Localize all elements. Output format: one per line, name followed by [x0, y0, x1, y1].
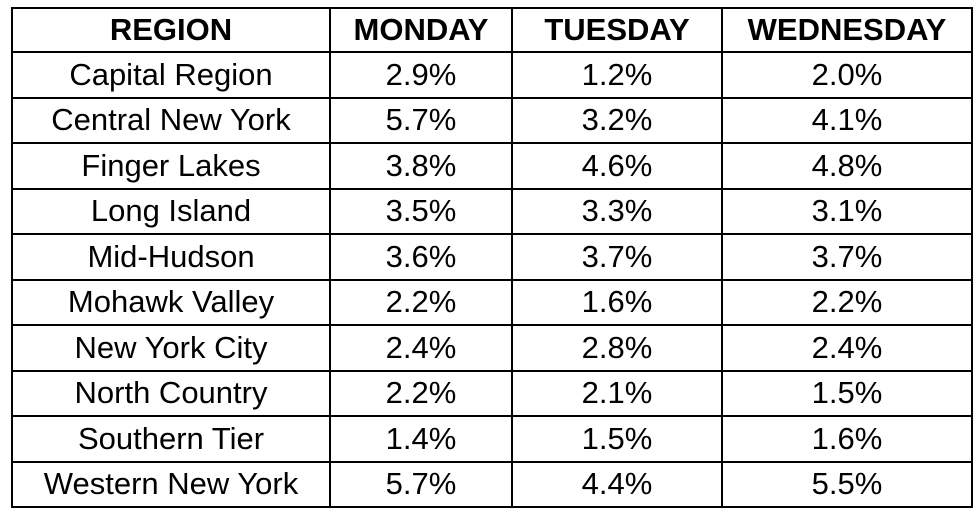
wednesday-cell: 3.1%: [721, 187, 973, 235]
monday-cell: 2.4%: [329, 324, 513, 372]
monday-cell: 3.5%: [329, 187, 513, 235]
table-row: North Country 2.2% 2.1% 1.5%: [11, 369, 973, 417]
monday-cell: 5.7%: [329, 460, 513, 508]
tuesday-cell: 3.3%: [511, 187, 723, 235]
monday-cell: 1.4%: [329, 415, 513, 463]
wednesday-cell: 5.5%: [721, 460, 973, 508]
region-cell: New York City: [11, 324, 331, 372]
monday-cell: 5.7%: [329, 96, 513, 144]
table-row: Mid-Hudson 3.6% 3.7% 3.7%: [11, 233, 973, 281]
table-row: Central New York 5.7% 3.2% 4.1%: [11, 96, 973, 144]
table-row: Finger Lakes 3.8% 4.6% 4.8%: [11, 142, 973, 190]
table-row: Western New York 5.7% 4.4% 5.5%: [11, 460, 973, 508]
tuesday-cell: 4.6%: [511, 142, 723, 190]
region-cell: Western New York: [11, 460, 331, 508]
table-row: Mohawk Valley 2.2% 1.6% 2.2%: [11, 278, 973, 326]
wednesday-cell: 2.2%: [721, 278, 973, 326]
region-percentage-table: REGION MONDAY TUESDAY WEDNESDAY Capital …: [11, 7, 973, 508]
wednesday-cell: 1.5%: [721, 369, 973, 417]
header-row: REGION MONDAY TUESDAY WEDNESDAY: [11, 7, 973, 53]
header-monday: MONDAY: [329, 7, 513, 53]
wednesday-cell: 4.8%: [721, 142, 973, 190]
tuesday-cell: 1.6%: [511, 278, 723, 326]
region-cell: Finger Lakes: [11, 142, 331, 190]
wednesday-cell: 2.0%: [721, 51, 973, 99]
region-cell: Central New York: [11, 96, 331, 144]
tuesday-cell: 1.5%: [511, 415, 723, 463]
region-cell: Long Island: [11, 187, 331, 235]
region-cell: Capital Region: [11, 51, 331, 99]
monday-cell: 3.6%: [329, 233, 513, 281]
region-cell: North Country: [11, 369, 331, 417]
region-cell: Mid-Hudson: [11, 233, 331, 281]
tuesday-cell: 2.1%: [511, 369, 723, 417]
monday-cell: 2.2%: [329, 278, 513, 326]
region-cell: Mohawk Valley: [11, 278, 331, 326]
tuesday-cell: 2.8%: [511, 324, 723, 372]
monday-cell: 2.9%: [329, 51, 513, 99]
tuesday-cell: 3.7%: [511, 233, 723, 281]
header-wednesday: WEDNESDAY: [721, 7, 973, 53]
monday-cell: 3.8%: [329, 142, 513, 190]
table-row: New York City 2.4% 2.8% 2.4%: [11, 324, 973, 372]
monday-cell: 2.2%: [329, 369, 513, 417]
table-row: Long Island 3.5% 3.3% 3.1%: [11, 187, 973, 235]
table-row: Southern Tier 1.4% 1.5% 1.6%: [11, 415, 973, 463]
wednesday-cell: 1.6%: [721, 415, 973, 463]
wednesday-cell: 2.4%: [721, 324, 973, 372]
header-tuesday: TUESDAY: [511, 7, 723, 53]
header-region: REGION: [11, 7, 331, 53]
tuesday-cell: 1.2%: [511, 51, 723, 99]
tuesday-cell: 3.2%: [511, 96, 723, 144]
wednesday-cell: 3.7%: [721, 233, 973, 281]
tuesday-cell: 4.4%: [511, 460, 723, 508]
wednesday-cell: 4.1%: [721, 96, 973, 144]
table-row: Capital Region 2.9% 1.2% 2.0%: [11, 51, 973, 99]
region-cell: Southern Tier: [11, 415, 331, 463]
